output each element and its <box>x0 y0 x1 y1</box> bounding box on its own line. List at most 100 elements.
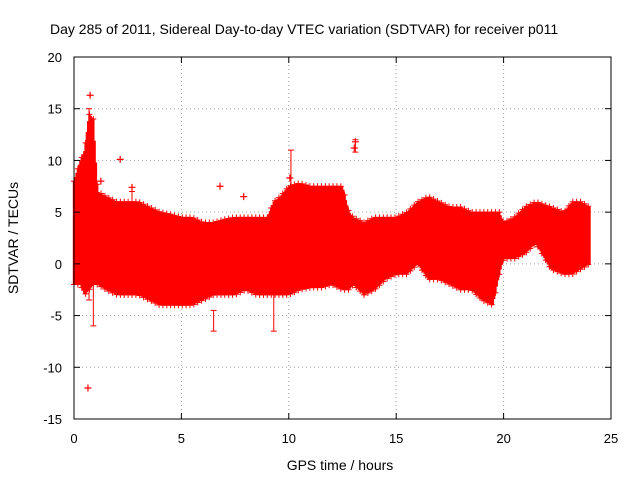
data-point <box>527 245 534 252</box>
data-point <box>167 211 174 218</box>
data-point <box>500 257 507 264</box>
data-point <box>357 217 364 224</box>
data-point <box>411 264 418 271</box>
x-axis-label: GPS time / hours <box>287 457 394 473</box>
data-point <box>364 217 371 224</box>
data-point <box>333 284 340 291</box>
data-point <box>144 203 151 210</box>
data-point <box>210 219 217 226</box>
error-bar <box>86 108 93 301</box>
data-point <box>105 287 112 294</box>
data-point <box>101 285 108 292</box>
data-point <box>148 298 155 305</box>
data-point <box>434 276 441 283</box>
data-point <box>449 282 456 289</box>
data-point <box>469 287 476 294</box>
x-tick-label: 20 <box>496 431 510 446</box>
outlier-point <box>128 183 136 191</box>
data-point <box>511 255 518 262</box>
data-point <box>438 277 445 284</box>
data-point <box>411 202 418 209</box>
data-point <box>94 181 101 188</box>
data-point <box>465 286 472 293</box>
data-point <box>349 282 356 289</box>
data-point <box>480 297 487 304</box>
data-point <box>542 202 549 209</box>
data-point <box>186 214 193 221</box>
data-point <box>577 266 584 273</box>
data-point <box>534 243 541 250</box>
data-series-sdtvar <box>71 91 592 392</box>
data-point <box>190 301 197 308</box>
data-point <box>233 291 240 298</box>
error-bar <box>270 253 277 332</box>
data-point <box>546 263 553 270</box>
data-point <box>337 183 344 190</box>
outlier-point <box>97 177 105 185</box>
data-point <box>558 208 565 215</box>
y-tick-label: -10 <box>43 360 62 375</box>
data-point <box>90 116 97 123</box>
outlier-point <box>116 155 124 163</box>
data-point <box>98 190 105 197</box>
data-point <box>248 289 255 296</box>
data-point <box>225 215 232 222</box>
data-point <box>442 201 449 208</box>
data-point <box>434 197 441 204</box>
data-point <box>353 284 360 291</box>
data-point <box>221 216 228 223</box>
data-point <box>105 194 112 201</box>
data-point <box>109 196 116 203</box>
data-point <box>550 267 557 274</box>
data-point <box>190 215 197 222</box>
data-point <box>98 283 105 290</box>
data-point <box>175 213 182 220</box>
data-point <box>198 297 205 304</box>
data-point <box>337 285 344 292</box>
y-tick-label: 0 <box>55 257 62 272</box>
data-point <box>368 215 375 222</box>
data-point <box>299 180 306 187</box>
data-point <box>94 281 101 288</box>
data-point <box>357 288 364 295</box>
y-tick-label: 10 <box>48 153 62 168</box>
data-point <box>496 271 503 278</box>
data-point <box>403 271 410 278</box>
data-point <box>515 253 522 260</box>
data-point <box>152 299 159 306</box>
data-point <box>519 251 526 258</box>
data-point <box>330 282 337 289</box>
x-tick-labels: 0 5 10 15 20 25 <box>70 431 618 446</box>
data-point <box>368 288 375 295</box>
data-point <box>353 215 360 222</box>
outlier-point <box>216 182 224 190</box>
data-point <box>391 271 398 278</box>
data-point <box>507 215 514 222</box>
data-point <box>287 291 294 298</box>
data-point <box>295 287 302 294</box>
x-tick-label: 25 <box>604 431 618 446</box>
data-point <box>407 205 414 212</box>
error-bar <box>210 309 217 332</box>
data-point <box>558 270 565 277</box>
x-tick-label: 0 <box>70 431 77 446</box>
data-point <box>268 205 275 212</box>
data-point <box>302 182 309 189</box>
data-point <box>523 249 530 256</box>
data-point <box>237 289 244 296</box>
y-tick-label: 20 <box>48 50 62 65</box>
data-point <box>577 198 584 205</box>
data-point <box>272 197 279 204</box>
data-point <box>202 295 209 302</box>
data-point <box>504 217 511 224</box>
data-point <box>453 284 460 291</box>
data-point <box>194 217 201 224</box>
data-point <box>476 294 483 301</box>
data-point <box>422 194 429 201</box>
data-point <box>279 190 286 197</box>
outlier-point <box>86 91 94 99</box>
data-point <box>322 283 329 290</box>
data-point <box>465 207 472 214</box>
y-tick-label: 5 <box>55 205 62 220</box>
data-point <box>349 213 356 220</box>
